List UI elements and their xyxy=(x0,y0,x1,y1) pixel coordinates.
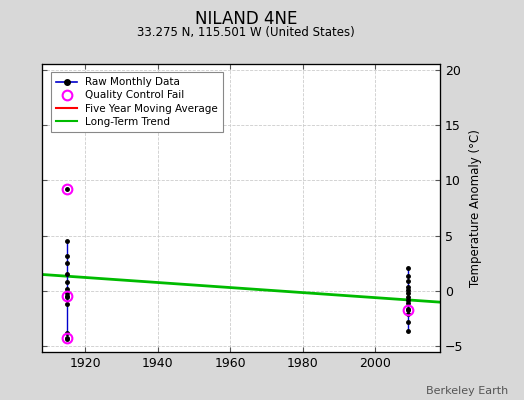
Text: Berkeley Earth: Berkeley Earth xyxy=(426,386,508,396)
Legend: Raw Monthly Data, Quality Control Fail, Five Year Moving Average, Long-Term Tren: Raw Monthly Data, Quality Control Fail, … xyxy=(51,72,223,132)
Y-axis label: Temperature Anomaly (°C): Temperature Anomaly (°C) xyxy=(469,129,482,287)
Text: NILAND 4NE: NILAND 4NE xyxy=(195,10,298,28)
Text: 33.275 N, 115.501 W (United States): 33.275 N, 115.501 W (United States) xyxy=(137,26,355,39)
